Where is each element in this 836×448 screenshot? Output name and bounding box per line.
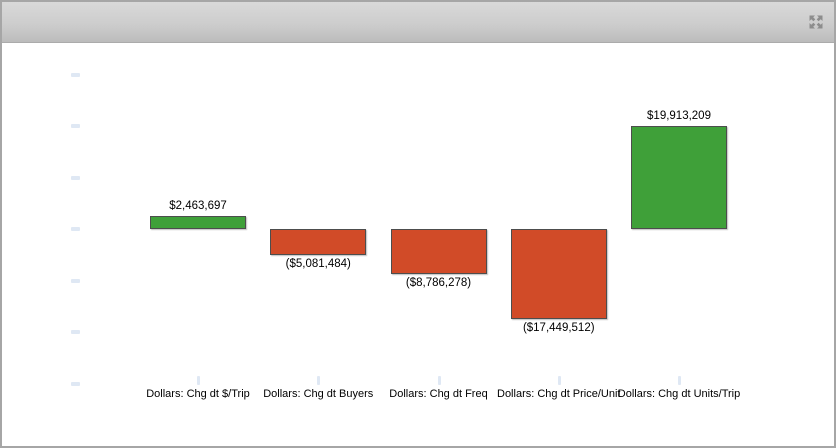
x-axis-tick — [557, 376, 561, 385]
category-label: Dollars: Chg dt Price/Unit — [497, 388, 621, 400]
x-axis-tick — [197, 376, 200, 385]
category-label: Dollars: Chg dt Freq — [389, 388, 488, 400]
y-axis-tick — [71, 175, 80, 180]
x-axis-tick — [317, 376, 321, 385]
bar-4[interactable] — [510, 229, 607, 319]
bar-5[interactable] — [631, 126, 727, 229]
bar-value-label: ($17,449,512) — [522, 322, 595, 334]
x-axis-tick — [437, 376, 441, 385]
bar-value-label: $19,913,209 — [647, 110, 711, 122]
bar-2[interactable] — [270, 229, 367, 255]
bar-value-label: $2,463,697 — [169, 200, 227, 212]
category-label: Dollars: Chg dt Units/Trip — [617, 388, 741, 400]
y-axis-tick — [71, 381, 80, 386]
chart-plot-area: $2,463,697 Dollars: Chg dt $/Trip ($5,081,… — [2, 43, 834, 446]
y-axis-tick — [71, 278, 80, 283]
bar-value-label: ($5,081,484) — [285, 258, 351, 270]
y-axis-tick — [71, 227, 80, 231]
y-axis-tick — [71, 330, 80, 334]
bar-1[interactable] — [150, 216, 246, 229]
bar-3[interactable] — [390, 229, 487, 274]
category-label: Dollars: Chg dt Buyers — [263, 388, 374, 400]
widget-header — [2, 2, 834, 43]
y-axis-tick — [71, 72, 80, 77]
bar-value-label: ($8,786,278) — [405, 277, 472, 289]
category-label: Dollars: Chg dt $/Trip — [146, 388, 250, 400]
y-axis-tick — [71, 124, 80, 128]
x-axis-tick — [678, 376, 681, 385]
